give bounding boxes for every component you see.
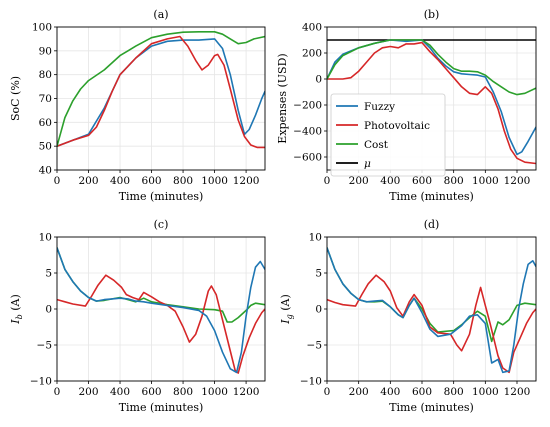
y-tick-label: 80 (39, 69, 52, 81)
y-tick-label: 0 (45, 304, 52, 316)
y-tick-label: 10 (309, 232, 322, 244)
x-tick-label: 800 (173, 386, 193, 398)
y-tick-label: 400 (302, 22, 322, 34)
y-tick-label: −200 (293, 100, 322, 112)
series-line-fuzzy (57, 38, 265, 147)
panel-b: (b) 0 200 400 600 800 1000 1200 −600 −400 −200 0 200… (276, 8, 537, 203)
panel-title: (d) (424, 218, 440, 231)
x-tick-label: 200 (78, 175, 98, 187)
x-tick-label: 800 (444, 386, 464, 398)
legend: Fuzzy Photovoltaic Cost μ (330, 93, 446, 177)
y-tick-label: 0 (315, 74, 322, 86)
y-tick-label: 200 (302, 48, 322, 60)
x-tick-label: 1000 (472, 175, 499, 187)
legend-label-photovoltaic: Photovoltaic (364, 120, 430, 132)
y-tick-label: 5 (315, 268, 322, 280)
y-tick-label: 90 (39, 45, 52, 57)
x-tick-label: 400 (110, 386, 130, 398)
y-axis-label: Expenses (USD) (276, 53, 289, 143)
x-tick-label: 1200 (233, 386, 260, 398)
x-axis-label: Time (minutes) (119, 190, 204, 203)
panel-a: (a) 0 200 400 600 800 1000 1200 40 50 60 70 80 90 100 T… (9, 8, 266, 203)
x-tick-label: 400 (110, 175, 130, 187)
x-tick-label: 200 (349, 386, 369, 398)
y-tick-label: 100 (32, 22, 52, 34)
series-line-cost (57, 31, 265, 147)
x-tick-label: 200 (78, 386, 98, 398)
x-tick-label: 1200 (504, 175, 531, 187)
legend-label-fuzzy: Fuzzy (364, 101, 395, 113)
x-tick-label: 1200 (233, 175, 260, 187)
panel-d: (d) 0 200 400 600 800 1000 1200 −10 −5 0 5 10 Time (m… (279, 218, 537, 414)
y-tick-label: −5 (37, 340, 52, 352)
y-tick-label: −5 (307, 340, 322, 352)
series-line-photovoltaic (57, 35, 265, 149)
legend-label-cost: Cost (364, 139, 389, 151)
y-tick-label: 5 (45, 268, 52, 280)
y-axis-label: SoC (%) (9, 76, 22, 121)
series-line-photovoltaic (327, 41, 536, 165)
x-tick-label: 0 (54, 386, 61, 398)
x-tick-label: 1000 (201, 175, 228, 187)
y-tick-label: 40 (39, 165, 52, 177)
series-line-fuzzy (57, 247, 265, 374)
x-axis-label: Time (minutes) (389, 401, 474, 414)
legend-box (330, 93, 446, 177)
x-axis-label: Time (minutes) (389, 190, 474, 203)
y-tick-label: −10 (30, 376, 52, 388)
x-tick-label: 600 (142, 386, 162, 398)
x-tick-label: 600 (142, 175, 162, 187)
x-tick-label: 800 (444, 175, 464, 187)
y-tick-label: 70 (39, 93, 52, 105)
x-tick-label: 1000 (201, 386, 228, 398)
y-tick-label: −400 (293, 126, 322, 138)
x-tick-label: 0 (54, 175, 61, 187)
y-tick-label: 10 (39, 232, 52, 244)
x-tick-label: 0 (324, 175, 331, 187)
y-tick-label: 50 (39, 141, 52, 153)
y-tick-label: 0 (315, 304, 322, 316)
x-tick-label: 1000 (472, 386, 499, 398)
x-tick-label: 400 (380, 386, 400, 398)
x-tick-label: 600 (412, 175, 432, 187)
legend-label-mu: μ (364, 158, 371, 170)
y-tick-label: −600 (293, 152, 322, 164)
x-tick-label: 600 (412, 386, 432, 398)
x-tick-label: 800 (173, 175, 193, 187)
panel-title: (b) (424, 8, 440, 21)
panel-title: (a) (153, 8, 168, 21)
panel-c: (c) 0 200 400 600 800 1000 1200 −10 −5 0 5 10 Time (m… (9, 218, 266, 414)
x-tick-label: 1200 (504, 386, 531, 398)
panel-title: (c) (154, 218, 169, 231)
series-line-cost (327, 39, 536, 96)
x-axis-label: Time (minutes) (119, 401, 204, 414)
x-tick-label: 0 (324, 386, 331, 398)
y-axis-label: Ib (A) (9, 294, 24, 325)
y-tick-label: −10 (300, 376, 322, 388)
y-axis-label: Ig (A) (279, 294, 294, 325)
series-line-fuzzy (327, 247, 536, 374)
x-tick-label: 400 (380, 175, 400, 187)
y-tick-label: 60 (39, 117, 52, 129)
x-tick-label: 200 (349, 175, 369, 187)
